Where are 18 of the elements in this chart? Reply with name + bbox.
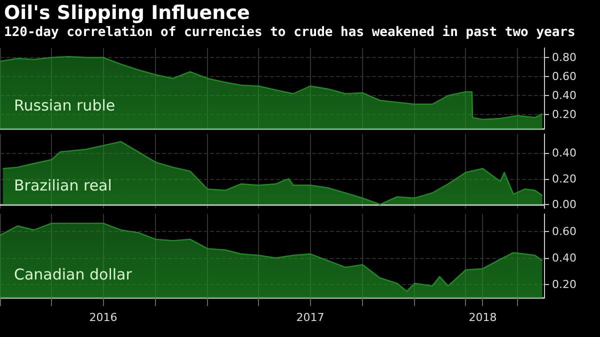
y-tick-label: 0.40 xyxy=(552,252,576,264)
x-tick-label: 2016 xyxy=(89,311,118,324)
y-tick-label: 0.00 xyxy=(552,198,576,211)
x-tick-label: 2017 xyxy=(296,311,324,324)
y-tick-label: 0.80 xyxy=(552,51,576,64)
y-tick-label: 0.40 xyxy=(552,146,576,160)
y-tick-label: 0.20 xyxy=(552,108,576,122)
y-tick-label: 0.20 xyxy=(552,278,576,292)
y-tick-label: 0.60 xyxy=(552,70,576,84)
x-tick-label: 2018 xyxy=(468,311,497,324)
chart-title: Oil's Slipping Influence xyxy=(4,2,251,24)
series-label: Russian ruble xyxy=(14,96,116,114)
y-tick-label: 0.20 xyxy=(552,172,576,186)
series-label: Brazilian real xyxy=(14,176,112,194)
y-tick-label: 0.40 xyxy=(552,89,576,102)
chart-subtitle: 120-day correlation of currencies to crude has weakened in past two years xyxy=(4,24,576,41)
y-tick-label: 0.60 xyxy=(552,224,576,238)
series-label: Canadian dollar xyxy=(14,266,133,284)
